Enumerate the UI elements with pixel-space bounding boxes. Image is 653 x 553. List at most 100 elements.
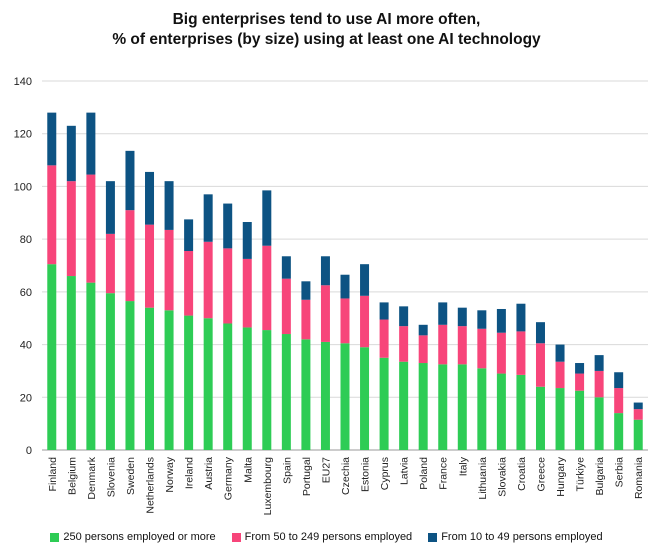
bar-segment bbox=[145, 307, 155, 450]
legend-label-large: 250 persons employed or more bbox=[63, 531, 216, 543]
bar-segment bbox=[184, 315, 194, 450]
x-tick-label: Slovenia bbox=[105, 457, 117, 497]
bar-segment bbox=[477, 310, 487, 329]
bar-segment bbox=[223, 203, 233, 249]
x-tick-label: Estonia bbox=[360, 457, 372, 492]
legend-label-small: From 10 to 49 persons employed bbox=[441, 531, 603, 543]
bar-segment bbox=[594, 370, 604, 398]
x-tick-label: Austria bbox=[203, 457, 215, 490]
x-tick-label: Latvia bbox=[399, 457, 411, 485]
x-tick-label: Finland bbox=[47, 457, 59, 492]
bar-segment bbox=[242, 222, 252, 259]
legend-swatch-large bbox=[50, 532, 60, 542]
bar-segment bbox=[164, 229, 174, 311]
bar-segment bbox=[223, 248, 233, 324]
bar-segment bbox=[262, 245, 272, 331]
x-tick-label: Spain bbox=[281, 457, 293, 484]
x-tick-label: Türkiye bbox=[575, 457, 587, 492]
y-tick-label: 40 bbox=[20, 340, 32, 352]
x-tick-label: Netherlands bbox=[145, 457, 157, 514]
bar-segment bbox=[86, 174, 96, 283]
x-tick-label: Malta bbox=[242, 457, 254, 483]
bar-segment bbox=[281, 256, 291, 279]
bar-segment bbox=[633, 409, 643, 420]
bar-segment bbox=[614, 372, 624, 389]
bar-segment bbox=[379, 302, 389, 320]
x-tick-label: Poland bbox=[418, 457, 430, 490]
bar-segment bbox=[418, 335, 428, 364]
bar-segment bbox=[438, 302, 448, 325]
bar-segment bbox=[633, 402, 643, 410]
bar-segment bbox=[399, 326, 409, 362]
x-tick-label: Bulgaria bbox=[594, 457, 606, 496]
bar-segment bbox=[516, 374, 526, 450]
legend-item-medium: From 50 to 249 persons employed bbox=[231, 531, 413, 543]
bar-segment bbox=[438, 364, 448, 450]
bar-segment bbox=[281, 334, 291, 450]
bar-segment bbox=[86, 112, 96, 175]
bar-segment bbox=[105, 293, 115, 450]
bar-segment bbox=[418, 363, 428, 450]
x-tick-label: Cyprus bbox=[379, 457, 391, 490]
legend-label-medium: From 50 to 249 persons employed bbox=[244, 531, 413, 543]
bar-segment bbox=[516, 303, 526, 332]
bar-segment bbox=[516, 331, 526, 375]
bar-segment bbox=[66, 125, 76, 182]
bar-segment bbox=[301, 339, 311, 450]
bar-segment bbox=[594, 355, 604, 371]
bar-segment bbox=[496, 308, 506, 333]
x-tick-label: Sweden bbox=[125, 457, 137, 495]
bar-segment bbox=[575, 373, 585, 391]
x-tick-label: Croatia bbox=[516, 457, 528, 491]
chart-title-line1: Big enterprises tend to use AI more ofte… bbox=[172, 11, 481, 28]
bar-segment bbox=[555, 388, 565, 450]
bar-segment bbox=[125, 210, 135, 302]
x-tick-label: Hungary bbox=[555, 456, 567, 496]
x-tick-label: Italy bbox=[457, 456, 469, 476]
bar-segment bbox=[86, 282, 96, 450]
bar-segment bbox=[145, 171, 155, 225]
bar-segment bbox=[477, 368, 487, 450]
bar-segment bbox=[320, 285, 330, 342]
bar-segment bbox=[66, 276, 76, 450]
x-tick-label: Ireland bbox=[184, 457, 196, 489]
bar-segment bbox=[438, 324, 448, 365]
bar-segment bbox=[496, 373, 506, 450]
bar-segment bbox=[164, 181, 174, 230]
bar-segment bbox=[242, 258, 252, 328]
bar-segment bbox=[594, 397, 604, 450]
bar-segment bbox=[555, 361, 565, 389]
bar-segment bbox=[125, 150, 135, 211]
bar-segment bbox=[184, 219, 194, 252]
bar-segment bbox=[457, 326, 467, 365]
bar-segment bbox=[535, 386, 545, 450]
bar-segment bbox=[262, 330, 272, 450]
bar-segment bbox=[457, 307, 467, 327]
bar-segment bbox=[203, 241, 213, 319]
x-tick-label: Portugal bbox=[301, 457, 313, 496]
x-tick-label: Romania bbox=[633, 457, 645, 499]
bar-segment bbox=[535, 322, 545, 344]
legend: 250 persons employed or more From 50 to … bbox=[0, 531, 653, 543]
x-tick-label: Greece bbox=[535, 457, 547, 492]
legend-swatch-small bbox=[428, 532, 438, 542]
bar-segment bbox=[47, 264, 57, 450]
bar-segment bbox=[203, 318, 213, 450]
bar-segment bbox=[614, 388, 624, 414]
bar-segment bbox=[399, 306, 409, 327]
bar-segment bbox=[555, 344, 565, 362]
y-tick-label: 20 bbox=[20, 392, 32, 404]
x-tick-label: Czechia bbox=[340, 457, 352, 495]
bar-segment bbox=[360, 295, 370, 348]
bar-segment bbox=[223, 323, 233, 450]
x-tick-label: Norway bbox=[164, 456, 176, 492]
bar-segment bbox=[340, 298, 350, 344]
bar-segment bbox=[418, 324, 428, 336]
bar-segment bbox=[457, 364, 467, 450]
legend-item-small: From 10 to 49 persons employed bbox=[428, 531, 603, 543]
bar-segment bbox=[66, 181, 76, 277]
y-tick-label: 80 bbox=[20, 234, 32, 246]
x-tick-label: Luxembourg bbox=[262, 457, 274, 516]
y-tick-label: 0 bbox=[26, 445, 32, 457]
